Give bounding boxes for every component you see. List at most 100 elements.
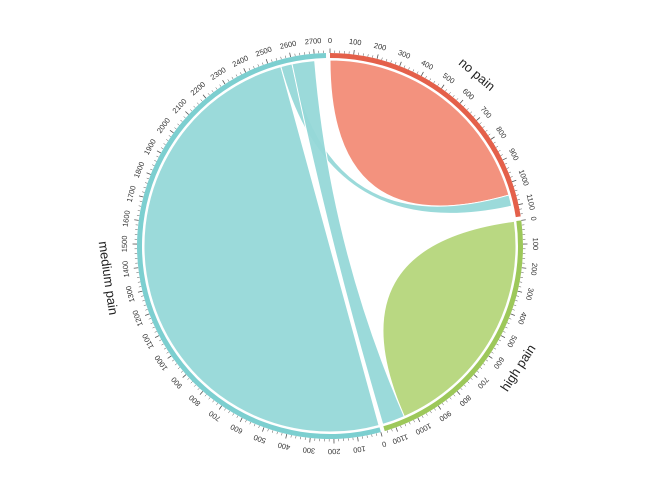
- tick-label-medium-pain: 700: [207, 409, 222, 423]
- major-tick-no-pain: [376, 54, 379, 59]
- tick-label-high-pain: 700: [476, 375, 491, 390]
- major-tick-no-pain: [511, 179, 517, 183]
- major-tick-no-pain: [399, 61, 402, 67]
- minor-tick-medium-pain: [211, 90, 214, 93]
- major-tick-high-pain: [473, 374, 478, 378]
- major-tick-no-pain: [476, 117, 481, 121]
- minor-tick-no-pain: [473, 114, 476, 118]
- tick-label-medium-pain: 2400: [231, 53, 250, 68]
- minor-tick-high-pain: [413, 419, 415, 423]
- arcs-layer: [137, 53, 524, 439]
- minor-tick-medium-pain: [194, 384, 197, 387]
- minor-tick-no-pain: [510, 176, 513, 178]
- major-tick-no-pain: [353, 49, 355, 55]
- minor-tick-no-pain: [416, 71, 419, 74]
- minor-tick-medium-pain: [163, 347, 167, 350]
- minor-tick-medium-pain: [262, 62, 264, 66]
- minor-tick-high-pain: [449, 397, 452, 400]
- major-tick-medium-pain: [265, 58, 269, 64]
- minor-tick-medium-pain: [285, 55, 287, 59]
- major-tick-high-pain: [521, 267, 527, 269]
- minor-tick-no-pain: [495, 145, 499, 148]
- major-tick-medium-pain: [137, 290, 143, 293]
- minor-tick-high-pain: [386, 430, 388, 433]
- minor-tick-no-pain: [433, 80, 436, 84]
- minor-tick-medium-pain: [187, 377, 190, 380]
- minor-tick-no-pain: [456, 98, 459, 101]
- minor-tick-medium-pain: [371, 434, 373, 437]
- minor-tick-medium-pain: [376, 433, 378, 436]
- minor-tick-medium-pain: [197, 387, 200, 391]
- minor-tick-no-pain: [479, 122, 482, 125]
- minor-tick-medium-pain: [174, 127, 177, 130]
- minor-tick-medium-pain: [258, 425, 260, 429]
- minor-tick-no-pain: [482, 126, 485, 128]
- major-tick-no-pain: [490, 136, 495, 140]
- major-tick-high-pain: [521, 219, 526, 221]
- major-tick-high-pain: [510, 313, 516, 316]
- major-tick-medium-pain: [380, 432, 383, 437]
- minor-tick-medium-pain: [272, 430, 274, 433]
- minor-tick-high-pain: [463, 384, 466, 387]
- minor-tick-no-pain: [425, 75, 427, 79]
- tick-label-medium-pain: 2000: [155, 116, 172, 135]
- minor-tick-high-pain: [404, 423, 407, 427]
- tick-label-high-pain: 900: [438, 409, 453, 423]
- major-tick-medium-pain: [146, 172, 151, 175]
- minor-tick-high-pain: [503, 331, 506, 333]
- tick-label-no-pain: 500: [441, 71, 456, 86]
- minor-tick-medium-pain: [231, 76, 234, 80]
- tick-label-medium-pain: 1200: [130, 309, 144, 328]
- major-tick-medium-pain: [154, 335, 160, 339]
- minor-tick-medium-pain: [245, 419, 247, 423]
- minor-tick-no-pain: [508, 171, 512, 174]
- major-tick-no-pain: [420, 71, 424, 77]
- minor-tick-no-pain: [381, 57, 383, 61]
- minor-tick-medium-pain: [166, 351, 169, 354]
- major-tick-high-pain: [456, 390, 461, 395]
- minor-tick-medium-pain: [156, 155, 159, 158]
- major-tick-high-pain: [395, 427, 398, 432]
- minor-tick-medium-pain: [290, 435, 292, 438]
- minor-tick-high-pain: [507, 322, 510, 324]
- minor-tick-medium-pain: [160, 147, 164, 150]
- tick-label-medium-pain: 2100: [171, 97, 189, 115]
- tick-label-high-pain: 600: [492, 355, 507, 370]
- tick-label-high-pain: 400: [516, 311, 529, 326]
- minor-tick-medium-pain: [280, 56, 282, 60]
- major-tick-medium-pain: [285, 434, 288, 439]
- major-tick-medium-pain: [243, 68, 247, 73]
- minor-tick-medium-pain: [152, 164, 155, 166]
- tick-label-medium-pain: 1500: [120, 236, 129, 253]
- tick-label-medium-pain: 2500: [254, 45, 273, 59]
- major-tick-high-pain: [500, 335, 506, 339]
- tick-label-no-pain: 0: [328, 36, 332, 45]
- minor-tick-medium-pain: [193, 105, 196, 108]
- tick-label-medium-pain: 1600: [121, 210, 132, 228]
- minor-tick-no-pain: [514, 189, 518, 192]
- minor-tick-high-pain: [505, 326, 508, 329]
- minor-tick-high-pain: [467, 381, 470, 384]
- minor-tick-medium-pain: [227, 79, 230, 82]
- minor-tick-medium-pain: [189, 109, 193, 112]
- minor-tick-high-pain: [400, 425, 402, 429]
- tick-label-no-pain: 600: [461, 87, 476, 102]
- minor-tick-medium-pain: [200, 99, 203, 102]
- ticks-layer: [132, 48, 528, 444]
- major-tick-medium-pain: [239, 417, 243, 423]
- minor-tick-medium-pain: [177, 123, 180, 126]
- group-label-no-pain: no pain: [456, 55, 498, 94]
- minor-tick-medium-pain: [208, 397, 211, 400]
- minor-tick-high-pain: [496, 343, 499, 346]
- minor-tick-no-pain: [488, 133, 491, 136]
- major-tick-no-pain: [518, 203, 524, 206]
- minor-tick-medium-pain: [146, 177, 150, 180]
- tick-label-medium-pain: 100: [353, 444, 367, 455]
- major-tick-medium-pain: [185, 111, 189, 115]
- minor-tick-medium-pain: [138, 205, 142, 207]
- minor-tick-high-pain: [391, 428, 393, 432]
- major-tick-medium-pain: [218, 405, 223, 410]
- major-tick-medium-pain: [199, 390, 204, 395]
- minor-tick-medium-pain: [271, 59, 273, 62]
- tick-label-medium-pain: 2700: [304, 36, 321, 46]
